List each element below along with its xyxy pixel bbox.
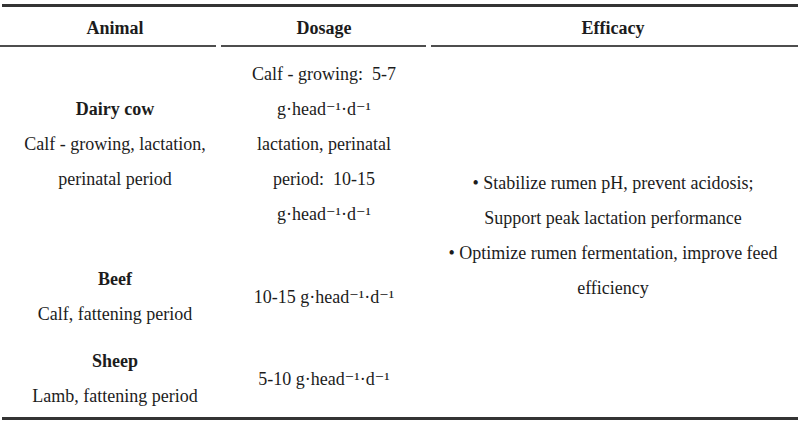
- animal-name: Beef: [8, 262, 222, 297]
- animal-cell-dairy-cow: Dairy cow Calf - growing, lactation, per…: [8, 92, 222, 197]
- dosage-efficacy-table: Animal Dosage Efficacy Calf - growing: 5…: [0, 0, 800, 429]
- efficacy-line: • Stabilize rumen pH, prevent acidosis;: [428, 166, 798, 201]
- dosage-cell-beef: 10-15 g·head⁻¹·d⁻¹: [222, 280, 426, 315]
- dosage-line: lactation, perinatal: [222, 127, 426, 162]
- dosage-line: Calf - growing: 5-7: [222, 57, 426, 92]
- header-rule-animal: [0, 45, 216, 47]
- dosage-line: g·head⁻¹·d⁻¹: [222, 197, 426, 232]
- table-bottom-rule: [2, 417, 798, 420]
- dosage-line: 5-10 g·head⁻¹·d⁻¹: [222, 362, 426, 397]
- animal-name: Dairy cow: [8, 92, 222, 127]
- efficacy-line: efficiency: [428, 271, 798, 306]
- animal-name: Sheep: [8, 344, 222, 379]
- header-rule-efficacy: [431, 45, 798, 47]
- dosage-cell-dairy-cow: Calf - growing: 5-7 g·head⁻¹·d⁻¹ lactati…: [222, 57, 426, 232]
- dosage-line: period: 10-15: [222, 162, 426, 197]
- animal-cell-sheep: Sheep Lamb, fattening period: [8, 344, 222, 414]
- animal-cell-beef: Beef Calf, fattening period: [8, 262, 222, 332]
- animal-desc-line: perinatal period: [8, 162, 222, 197]
- header-rule-dosage: [221, 45, 426, 47]
- dosage-line: g·head⁻¹·d⁻¹: [222, 92, 426, 127]
- animal-desc-line: Lamb, fattening period: [8, 379, 222, 414]
- efficacy-cell: • Stabilize rumen pH, prevent acidosis; …: [428, 166, 798, 306]
- dosage-cell-sheep: 5-10 g·head⁻¹·d⁻¹: [222, 362, 426, 397]
- dosage-line: 10-15 g·head⁻¹·d⁻¹: [222, 280, 426, 315]
- animal-desc-line: Calf - growing, lactation,: [8, 127, 222, 162]
- animal-desc-line: Calf, fattening period: [8, 297, 222, 332]
- efficacy-line: Support peak lactation performance: [428, 201, 798, 236]
- column-header-dosage: Dosage: [222, 13, 426, 43]
- column-header-animal: Animal: [8, 13, 222, 43]
- column-header-efficacy: Efficacy: [428, 13, 798, 43]
- table-top-rule: [2, 4, 798, 7]
- efficacy-line: • Optimize rumen fermentation, improve f…: [428, 236, 798, 271]
